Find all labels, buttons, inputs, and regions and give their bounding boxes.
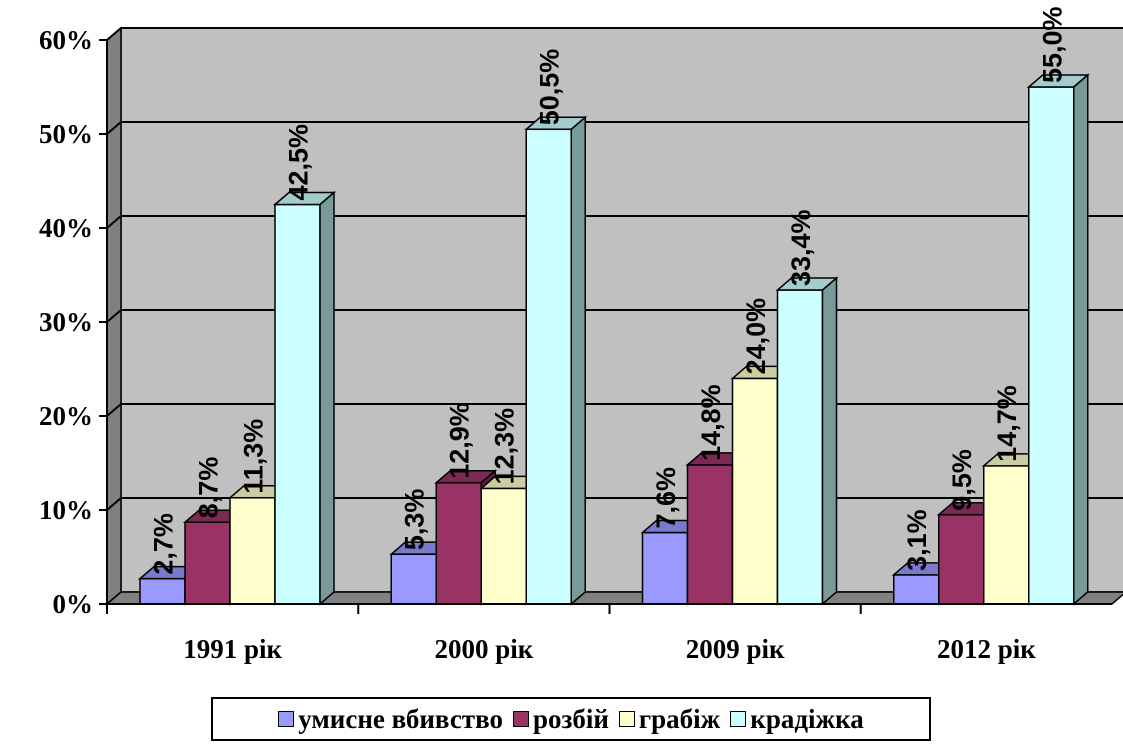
data-label: 55,0% — [1037, 6, 1067, 83]
data-label: 7,6% — [651, 467, 681, 529]
y-tick-label: 40% — [39, 213, 93, 243]
data-label: 5,3% — [400, 489, 430, 551]
bar — [775, 276, 839, 606]
data-label: 11,3% — [239, 419, 269, 494]
legend-label: розбій — [532, 703, 609, 734]
bar-side — [319, 190, 335, 606]
data-label: 9,5% — [947, 449, 977, 511]
bar-front — [229, 497, 276, 605]
bar-side — [570, 115, 586, 606]
data-label: 2,7% — [149, 513, 179, 575]
legend-item: крадіжка — [730, 703, 864, 735]
legend-swatch — [618, 711, 635, 727]
bar-front — [390, 553, 437, 605]
bar-front — [139, 577, 186, 605]
bar-front — [893, 574, 940, 605]
y-tick-label: 60% — [39, 25, 93, 55]
legend-item: умисне вбивство — [278, 704, 503, 735]
bar-side — [1073, 73, 1089, 606]
bar-front — [938, 513, 985, 605]
data-label: 42,5% — [284, 124, 314, 201]
y-tick-label: 30% — [39, 307, 93, 337]
bars-group — [137, 73, 1090, 606]
gridline — [106, 215, 1123, 229]
bar-front — [525, 128, 572, 605]
x-category-label: 2009 рік — [686, 634, 785, 664]
bar-front — [480, 487, 527, 605]
bar-front — [731, 377, 779, 605]
data-label: 12,3% — [490, 408, 520, 485]
data-label: 14,7% — [992, 385, 1022, 462]
bar-front — [184, 521, 231, 605]
axes: 0% 10% 20% 30% 40% 50% 60% 1991 рік 2000 рік 2009… — [39, 25, 1112, 664]
legend-label: крадіжка — [750, 703, 864, 734]
data-label: 8,7% — [194, 457, 224, 519]
y-tick-label: 50% — [39, 119, 93, 149]
legend-label: умисне вбивство — [298, 703, 503, 734]
legend-swatch — [512, 711, 529, 727]
y-tick-label: 0% — [53, 589, 94, 619]
legend-item: грабіж — [618, 703, 721, 735]
bar — [524, 115, 588, 606]
bar — [1026, 73, 1090, 606]
bar-front — [1028, 86, 1075, 605]
data-label: 3,1% — [902, 509, 932, 571]
data-label: 24,0% — [741, 298, 771, 375]
gridline — [106, 27, 1123, 41]
data-label: 50,5% — [535, 49, 565, 126]
bar — [272, 190, 337, 606]
data-label: 33,4% — [786, 209, 816, 286]
bar-front — [776, 289, 824, 605]
bar-front — [274, 203, 321, 605]
data-label: 12,9% — [445, 402, 475, 479]
y-tick-label: 10% — [39, 495, 93, 525]
gridline — [106, 121, 1123, 135]
y-tick-label: 20% — [39, 401, 93, 431]
legend-swatch — [278, 711, 295, 727]
legend-label: грабіж — [638, 703, 721, 734]
legend: умисне вбивство розбій грабіж крадіжка — [211, 697, 931, 741]
bar-front — [686, 464, 734, 605]
data-labels: 2,7% 8,7% 11,3% 42,5% 5,3% 12,9% 12,3% 50,5% 7,6… — [149, 6, 1068, 574]
bar-front — [983, 465, 1030, 605]
x-category-label: 2000 рік — [434, 634, 533, 664]
data-label: 14,8% — [696, 384, 726, 461]
legend-swatch — [730, 711, 747, 727]
bar-side — [821, 276, 838, 606]
legend-item: розбій — [512, 703, 609, 735]
bar-front — [641, 531, 689, 605]
bar-front — [435, 481, 482, 605]
x-category-label: 2012 рік — [937, 634, 1036, 664]
x-category-label: 1991 рік — [183, 634, 282, 664]
